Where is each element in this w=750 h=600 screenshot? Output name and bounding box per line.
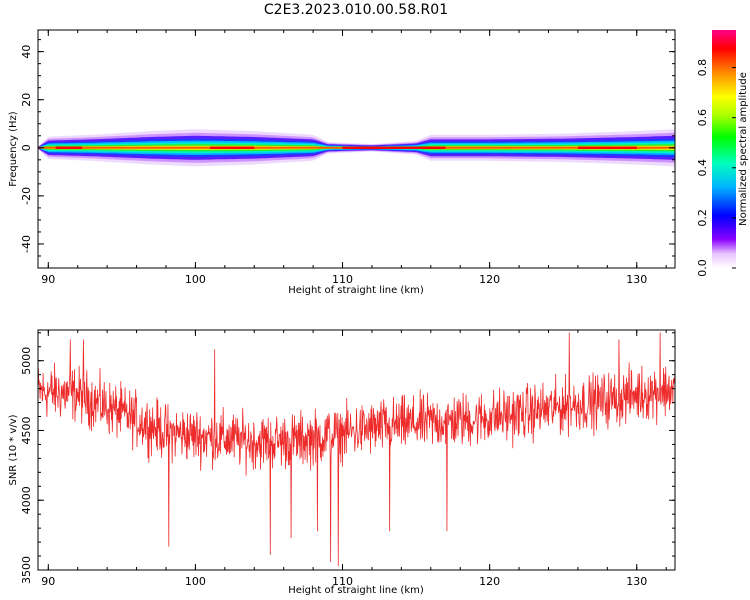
colorbar-tick-label: 0.4 — [696, 159, 709, 177]
snr-panel: 90 100 110 120 130 3500 4000 4500 5000 Height o… — [8, 329, 676, 596]
snr-ticks — [38, 330, 675, 571]
colorbar-tick-label: 0.2 — [696, 209, 709, 227]
figure-title: C2E3.2023.010.00.58.R01 — [264, 2, 448, 18]
spectrogram-y-tick-label: -40 — [20, 235, 33, 253]
snr-y-tick-label: 5000 — [20, 347, 33, 375]
spectrogram-x-tick-label: 130 — [626, 273, 647, 286]
snr-x-axis-label: Height of straight line (km) — [288, 585, 424, 596]
snr-y-tick-label: 4500 — [20, 416, 33, 444]
spectrogram-panel: 90 100 110 120 130 -40 -20 0 20 40 Height of str… — [8, 29, 676, 296]
colorbar-tick-label: 0.6 — [696, 109, 709, 127]
snr-y-axis-label: SNR (10 * v/v) — [8, 414, 19, 485]
colorbar-tick-labels: 0.0 0.2 0.4 0.6 0.8 — [696, 59, 736, 277]
snr-x-tick-label: 90 — [41, 575, 55, 588]
spectrogram-y-axis-label: Frequency (Hz) — [8, 111, 19, 187]
colorbar-label: Normalized spectral amplitude — [738, 72, 749, 226]
colorbar-gradient — [712, 30, 736, 268]
spectrogram-y-tick-label: -20 — [20, 187, 33, 205]
spectrogram-x-axis-label: Height of straight line (km) — [288, 285, 424, 296]
spectrogram-x-tick-label: 110 — [332, 273, 353, 286]
spectrogram-y-tick-label: 20 — [20, 93, 33, 107]
spectrogram-band — [38, 129, 675, 167]
spectrogram-x-tick-label: 90 — [41, 273, 55, 286]
snr-x-tick-label: 100 — [185, 575, 206, 588]
spectrogram-axes-frame — [37, 29, 676, 269]
snr-series-line — [38, 332, 675, 567]
snr-y-tick-labels: 3500 4000 4500 5000 — [20, 347, 33, 584]
snr-x-tick-label: 120 — [479, 575, 500, 588]
snr-y-tick-label: 4000 — [20, 486, 33, 514]
spectrogram-y-tick-labels: -40 -20 0 20 40 — [20, 45, 33, 253]
snr-y-tick-label: 3500 — [20, 556, 33, 584]
spectrogram-y-tick-label: 40 — [20, 45, 33, 59]
spectrogram-x-tick-labels: 90 100 110 120 130 — [41, 273, 647, 286]
colorbar-tick-label: 0.8 — [696, 59, 709, 77]
spectrogram-x-tick-label: 100 — [185, 273, 206, 286]
snr-x-tick-labels: 90 100 110 120 130 — [41, 575, 647, 588]
colorbar: 0.0 0.2 0.4 0.6 0.8 Normalized spectral ampl… — [696, 30, 749, 277]
colorbar-tick-label: 0.0 — [696, 259, 709, 277]
spectrogram-x-tick-label: 120 — [479, 273, 500, 286]
spectrogram-ticks — [38, 30, 675, 269]
snr-x-tick-label: 130 — [626, 575, 647, 588]
spectrogram-y-tick-label: 0 — [20, 144, 33, 151]
snr-axes-frame — [37, 329, 676, 571]
snr-x-tick-label: 110 — [332, 575, 353, 588]
